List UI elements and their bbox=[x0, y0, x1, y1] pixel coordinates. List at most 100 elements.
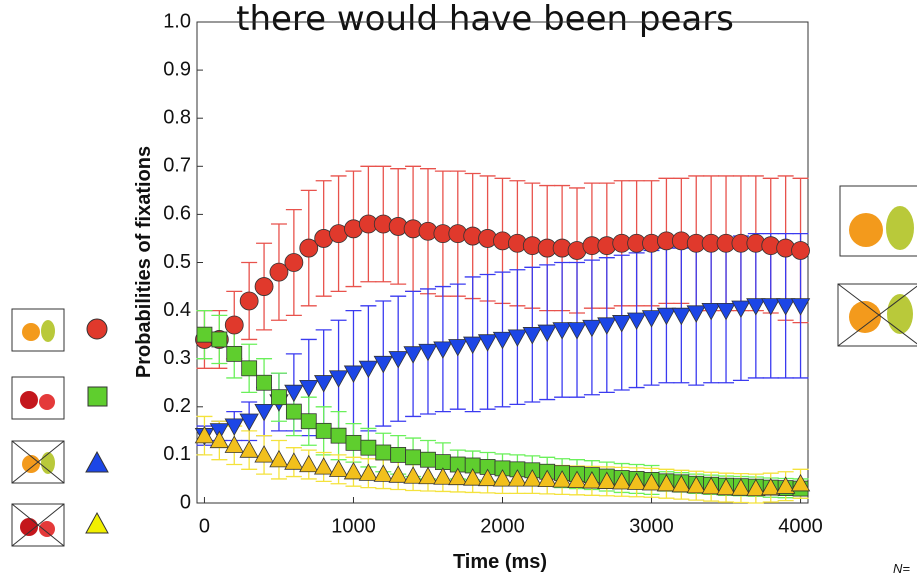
y-tick-label: 0.9 bbox=[163, 58, 191, 80]
marker bbox=[254, 445, 274, 463]
marker bbox=[686, 305, 706, 323]
marker bbox=[641, 472, 662, 491]
marker bbox=[477, 334, 498, 352]
marker bbox=[463, 468, 483, 486]
marker bbox=[209, 430, 230, 449]
marker bbox=[552, 322, 572, 340]
marker bbox=[731, 300, 751, 319]
marker bbox=[328, 370, 349, 388]
marker bbox=[492, 469, 513, 487]
y-tick-label: 0 bbox=[180, 491, 191, 513]
marker bbox=[492, 331, 513, 350]
marker bbox=[775, 476, 796, 494]
marker bbox=[612, 315, 632, 333]
marker bbox=[313, 375, 334, 393]
marker bbox=[671, 307, 692, 326]
marker bbox=[448, 339, 468, 357]
marker bbox=[716, 302, 736, 321]
y-tick-label: 0.7 bbox=[163, 155, 191, 177]
marker bbox=[597, 471, 617, 489]
x-axis-label: Time (ms) bbox=[453, 551, 547, 573]
y-tick-label: 0.6 bbox=[163, 203, 191, 225]
marker bbox=[284, 452, 304, 470]
marker bbox=[390, 446, 407, 463]
marker bbox=[358, 360, 379, 379]
y-axis-label: Probabilities of fixations bbox=[133, 146, 155, 378]
marker bbox=[775, 298, 796, 316]
marker bbox=[641, 310, 662, 328]
marker bbox=[656, 307, 677, 326]
marker bbox=[790, 473, 811, 492]
marker bbox=[403, 466, 423, 484]
marker bbox=[345, 434, 362, 451]
marker bbox=[761, 298, 781, 316]
marker bbox=[375, 444, 392, 461]
marker bbox=[746, 478, 766, 497]
marker bbox=[284, 253, 304, 272]
marker bbox=[567, 470, 587, 488]
marker bbox=[537, 469, 557, 488]
x-tick-label: 3000 bbox=[629, 515, 674, 537]
marker bbox=[405, 449, 421, 466]
x-tick-label: 4000 bbox=[778, 515, 823, 537]
marker bbox=[224, 418, 244, 436]
marker bbox=[196, 326, 213, 343]
marker bbox=[716, 477, 736, 496]
marker bbox=[477, 468, 498, 487]
marker bbox=[448, 467, 468, 486]
marker bbox=[224, 435, 244, 453]
marker bbox=[507, 329, 528, 347]
marker bbox=[790, 298, 811, 316]
marker bbox=[656, 473, 677, 492]
marker bbox=[388, 465, 408, 483]
marker bbox=[761, 477, 781, 496]
x-tick-label: 0 bbox=[199, 515, 210, 537]
marker bbox=[315, 422, 332, 439]
marker bbox=[239, 291, 259, 311]
y-tick-label: 0.3 bbox=[163, 347, 191, 369]
marker bbox=[285, 403, 302, 420]
marker bbox=[343, 461, 364, 480]
marker bbox=[254, 404, 274, 422]
marker bbox=[254, 277, 274, 296]
marker bbox=[552, 470, 572, 488]
y-tick-label: 0.4 bbox=[163, 299, 191, 321]
marker bbox=[582, 319, 602, 338]
marker bbox=[791, 241, 810, 260]
marker bbox=[522, 469, 542, 487]
marker bbox=[418, 343, 438, 362]
marker bbox=[373, 464, 393, 482]
marker bbox=[226, 345, 243, 362]
marker bbox=[360, 439, 377, 456]
marker bbox=[211, 331, 228, 348]
footnote: N= bbox=[893, 561, 910, 576]
marker bbox=[224, 315, 244, 335]
marker bbox=[686, 475, 706, 494]
y-tick-label: 0.5 bbox=[163, 251, 191, 273]
marker bbox=[388, 351, 408, 369]
marker bbox=[597, 317, 617, 335]
y-tick-label: 0.2 bbox=[163, 395, 191, 417]
marker bbox=[343, 365, 364, 383]
chart-title: there would have been pears bbox=[236, 0, 734, 39]
marker bbox=[194, 425, 215, 444]
marker bbox=[299, 379, 319, 398]
marker bbox=[701, 302, 721, 321]
marker bbox=[330, 427, 347, 444]
marker bbox=[612, 472, 632, 490]
marker bbox=[507, 469, 528, 487]
marker bbox=[537, 324, 557, 343]
marker bbox=[433, 467, 453, 485]
marker bbox=[299, 454, 319, 473]
marker bbox=[626, 312, 647, 331]
marker bbox=[567, 322, 587, 340]
marker bbox=[269, 262, 289, 282]
legend-icons bbox=[11, 185, 917, 547]
marker bbox=[403, 346, 423, 364]
x-tick-label: 2000 bbox=[480, 515, 525, 537]
marker bbox=[463, 336, 483, 355]
marker bbox=[746, 298, 766, 316]
y-tick-label: 0.1 bbox=[163, 443, 191, 465]
marker bbox=[582, 471, 602, 489]
